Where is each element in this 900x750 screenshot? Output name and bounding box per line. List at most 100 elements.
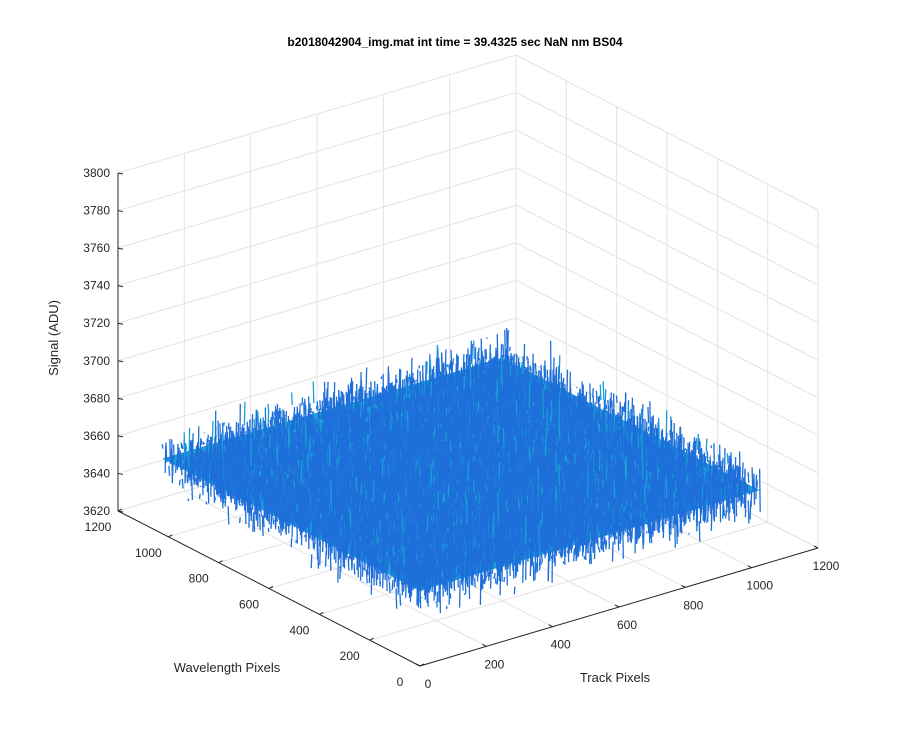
surface-spike <box>273 411 275 420</box>
surface-spike <box>239 431 242 441</box>
surface-spike <box>516 451 519 467</box>
surface-spike <box>306 498 309 517</box>
surface-spike <box>520 453 523 457</box>
surface-spike <box>514 429 517 434</box>
surface-spike <box>439 459 442 462</box>
surface-spike <box>461 452 464 456</box>
surface-spike <box>396 436 399 451</box>
surface-spike <box>383 399 386 420</box>
surface-spike <box>294 508 297 523</box>
surface-spike <box>375 433 378 441</box>
surface-spike <box>413 405 415 415</box>
surface-spike <box>388 421 391 427</box>
surface-spike <box>629 420 632 439</box>
surface-spike <box>290 392 293 406</box>
surface-spike <box>386 392 389 403</box>
surface-spike <box>244 431 247 434</box>
surface-spike <box>500 431 503 436</box>
surface-spike <box>583 440 586 446</box>
surface-spike <box>258 504 261 509</box>
surface-spike <box>182 463 185 470</box>
surface-spike <box>502 393 505 422</box>
surface-spike <box>507 451 510 457</box>
surface-spike <box>585 429 588 445</box>
surface-spike <box>438 423 441 432</box>
surface-spike <box>499 385 502 388</box>
surface-spike <box>523 394 526 399</box>
surface-spike <box>399 417 402 422</box>
surface-spike <box>440 460 443 488</box>
surface-spike <box>282 507 285 530</box>
surface-spike <box>352 513 355 520</box>
surface-spike <box>561 415 564 443</box>
surface-spike <box>257 475 260 483</box>
surface-spike <box>363 488 366 512</box>
surface-spike <box>501 414 504 432</box>
surface-spike <box>331 528 334 532</box>
surface-spike <box>589 440 592 443</box>
surface-spike <box>589 427 592 436</box>
surface-spike <box>382 476 385 492</box>
surface-spike <box>574 426 577 431</box>
surface-spike <box>514 445 516 448</box>
surface-spike <box>322 406 324 420</box>
surface-spike <box>259 420 262 449</box>
surface-spike <box>558 422 561 441</box>
surface-spike <box>592 427 595 451</box>
surface-spike <box>328 445 331 467</box>
surface-spike <box>186 461 189 469</box>
surface-spike <box>257 444 260 446</box>
surface-spike <box>339 436 342 442</box>
surface-spike <box>295 411 298 423</box>
surface-spike <box>354 457 357 479</box>
surface-spike <box>360 483 363 496</box>
surface-spike <box>573 409 576 417</box>
surface-spike <box>354 433 357 444</box>
surface-spike <box>377 421 380 431</box>
surface-spike <box>529 435 532 445</box>
surface-spike <box>205 501 208 505</box>
surface-spike <box>441 479 444 489</box>
surface-spike <box>352 395 355 402</box>
surface-spike <box>311 515 314 534</box>
surface-spike <box>531 431 533 451</box>
surface-spike <box>300 460 303 483</box>
surface-spike <box>497 425 500 443</box>
surface-spike <box>489 416 492 422</box>
surface-spike <box>470 435 473 465</box>
surface-spike <box>550 416 553 420</box>
surface-spike <box>334 421 337 424</box>
surface-spike <box>479 362 482 380</box>
surface-spike <box>267 409 270 426</box>
surface-spike <box>379 429 382 452</box>
surface-spike <box>370 445 372 449</box>
surface-spike <box>196 442 199 487</box>
surface-spike <box>516 368 519 394</box>
surface-spike <box>534 447 536 450</box>
surface-spike <box>552 424 555 427</box>
surface-spike <box>522 356 525 369</box>
surface-spike <box>275 431 278 449</box>
surface-spike <box>315 424 318 428</box>
surface-spike <box>543 442 546 446</box>
surface-spike <box>583 412 586 416</box>
surface-spike <box>295 540 298 543</box>
surface-spike <box>184 460 187 478</box>
surface-spike <box>489 423 492 436</box>
surface-spike <box>187 451 190 472</box>
surface-spike <box>288 422 291 445</box>
surface-spike <box>573 438 576 451</box>
surface-spike <box>338 428 341 457</box>
surface-spike <box>320 430 323 434</box>
surface-spike <box>431 380 434 410</box>
surface-spike <box>449 374 452 387</box>
surface-spike <box>234 490 237 497</box>
surface-spike <box>627 404 630 422</box>
surface-spike <box>259 502 262 514</box>
surface-spike <box>526 409 528 415</box>
surface-spike <box>308 470 310 492</box>
surface-spike <box>260 486 263 502</box>
surface-spike <box>352 425 355 453</box>
surface-spike <box>505 349 508 365</box>
surface-spike <box>229 452 232 470</box>
